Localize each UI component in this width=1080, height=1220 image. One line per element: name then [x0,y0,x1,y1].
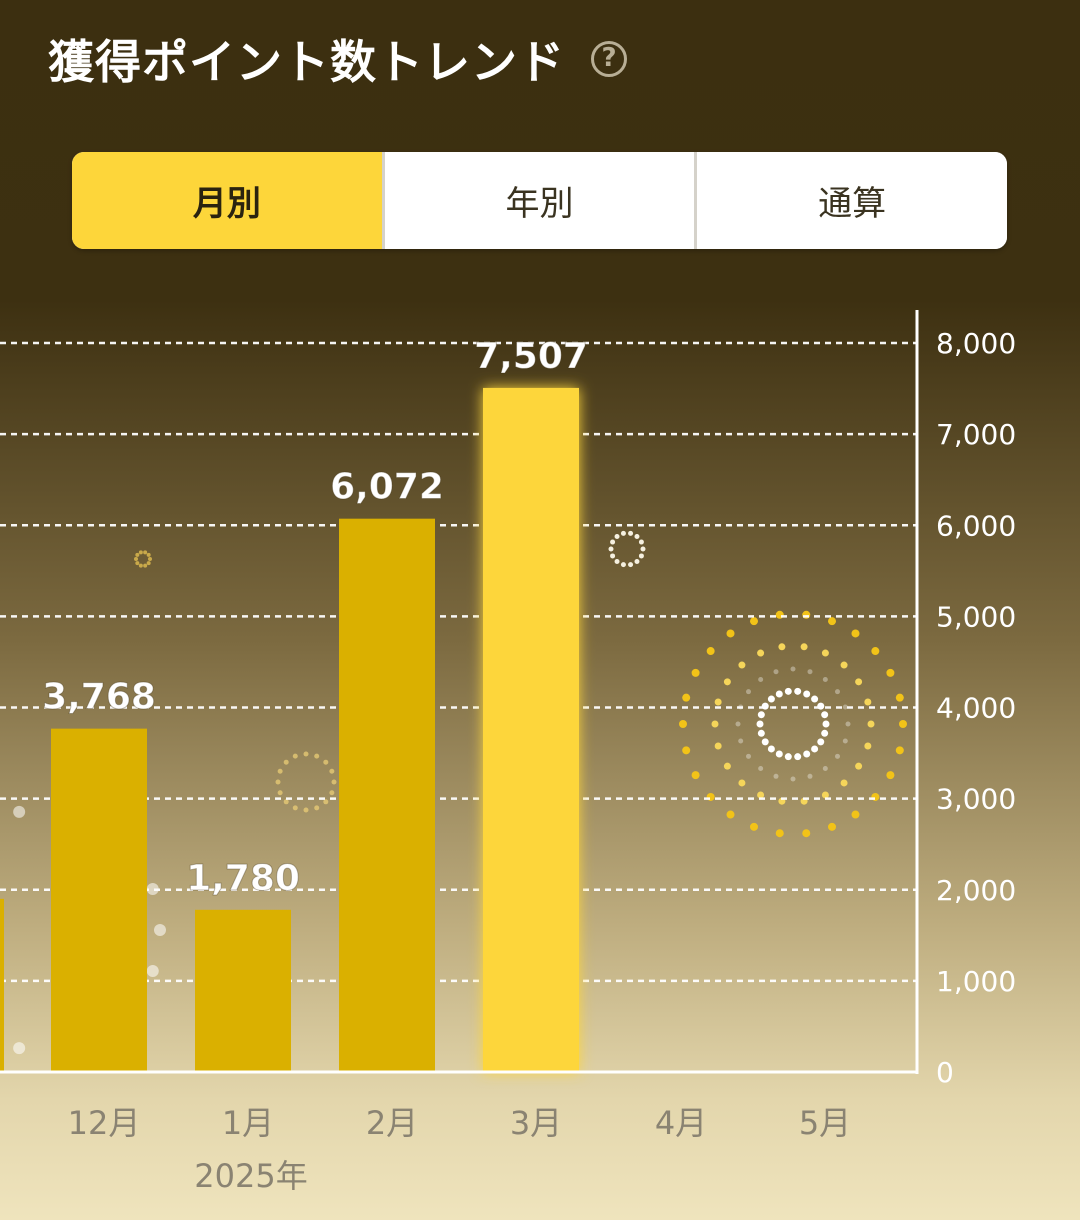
chart-data-labels: 3,768 1,780 6,072 7,507 [42,335,589,899]
chart-y-axis: 0 1,000 2,000 3,000 4,000 5,000 6,000 7,000 8,00… [0,310,1016,1089]
x-tick-label: 5月 [799,1104,851,1142]
page-title: 獲得ポイント数トレンド [48,35,565,89]
help-icon[interactable]: ? [591,41,627,77]
firework-tiny [134,550,152,568]
chart-gridlines [0,341,917,983]
firework-ring-middle [711,643,875,805]
tab-cumulative[interactable]: 通算 [694,152,1007,249]
x-tick-label: 2月 [366,1104,418,1142]
y-tick-label: 4,000 [936,692,1016,725]
y-tick-label: 1,000 [936,965,1016,998]
firework-ring-outer [679,610,907,838]
y-tick-label: 6,000 [936,509,1016,542]
bar-3[interactable] [195,909,291,1072]
header: 獲得ポイント数トレンド ? [48,24,627,94]
y-tick-label: 5,000 [936,600,1016,633]
tab-monthly[interactable]: 月別 [72,152,382,249]
bar-4[interactable] [339,518,435,1072]
firework-ring-inner [735,666,851,782]
tab-yearly[interactable]: 年別 [381,152,695,249]
year-label: 2025年 [194,1157,307,1195]
x-tick-label: 12月 [68,1104,141,1142]
chart-x-axis-labels: 12月 1月 2月 3月 4月 5月 2025年 [68,1104,852,1195]
y-tick-label: 2,000 [936,874,1016,907]
firework-faint [275,751,337,813]
bar-2[interactable] [51,728,147,1072]
y-tick-label: 3,000 [936,783,1016,816]
chart-bars [0,387,579,1072]
x-tick-label: 4月 [655,1104,707,1142]
data-label: 7,507 [474,336,588,377]
x-tick-label: 1月 [222,1104,274,1142]
data-label: 1,780 [186,858,300,899]
bar-5[interactable] [483,387,579,1072]
period-tabs: 月別 年別 通算 [72,152,1007,249]
y-tick-label: 7,000 [936,418,1016,451]
y-tick-label: 8,000 [936,327,1016,360]
firework-ring-core [756,687,830,761]
data-label: 3,768 [42,677,156,718]
firework-small [608,530,646,568]
x-tick-label: 3月 [510,1104,562,1142]
data-label: 6,072 [330,467,444,508]
bar-1[interactable] [0,898,4,1072]
y-tick-label: 0 [936,1056,954,1089]
